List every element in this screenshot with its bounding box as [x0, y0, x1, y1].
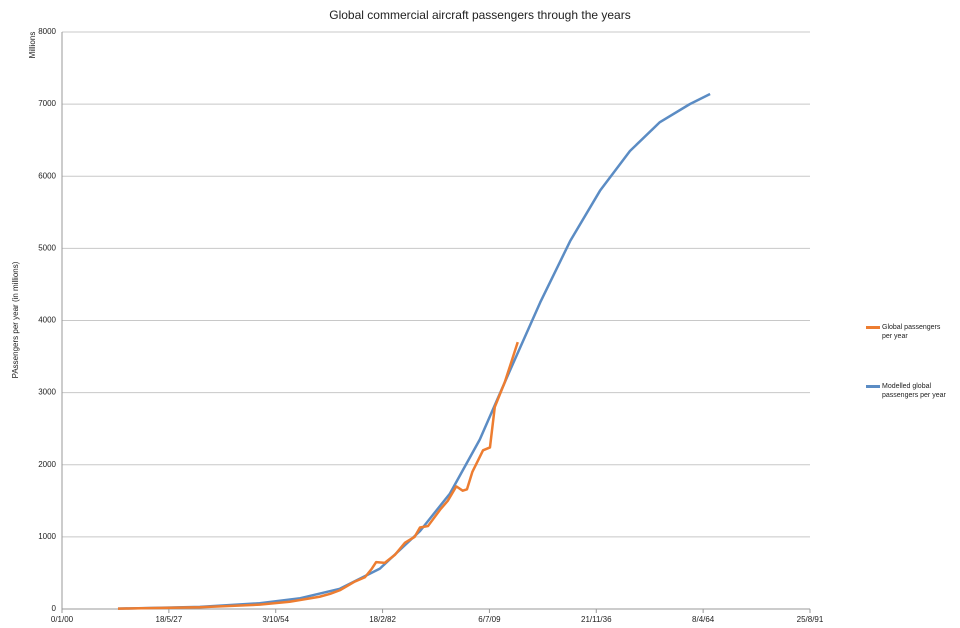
- x-tick-label: 0/1/00: [51, 615, 74, 624]
- chart-title: Global commercial aircraft passengers th…: [329, 8, 630, 22]
- y-axis-label: PAssengers per year (in millions): [11, 261, 20, 378]
- x-tick-label: 18/5/27: [156, 615, 183, 624]
- legend-swatch: [866, 385, 880, 388]
- y-tick-label: 4000: [38, 316, 56, 325]
- x-tick-label: 18/2/82: [369, 615, 396, 624]
- x-tick-label: 6/7/09: [478, 615, 501, 624]
- x-tick-label: 8/4/64: [692, 615, 715, 624]
- x-tick-label: 25/8/91: [797, 615, 824, 624]
- legend-label: Modelled global passengers per year: [882, 383, 946, 399]
- y-tick-label: 3000: [38, 388, 56, 397]
- series-line: [117, 92, 711, 610]
- y-tick-label: 1000: [38, 532, 56, 541]
- y-tick-label: 7000: [38, 99, 56, 108]
- y-tick-label: 6000: [38, 171, 56, 180]
- legend-item: Modelled global passengers per year: [866, 382, 956, 400]
- x-tick-label: 21/11/36: [581, 615, 612, 624]
- y-tick-label: 2000: [38, 460, 56, 469]
- y-tick-label: 5000: [38, 243, 56, 252]
- legend-swatch: [866, 326, 880, 329]
- series-line: [117, 341, 519, 610]
- y-unit-label: Millions: [28, 32, 37, 59]
- legend-item: Global passengers per year: [866, 323, 956, 341]
- x-tick-label: 3/10/54: [262, 615, 289, 624]
- y-tick-label: 0: [52, 604, 57, 613]
- legend-label: Global passengers per year: [882, 324, 941, 340]
- y-tick-label: 8000: [38, 27, 56, 36]
